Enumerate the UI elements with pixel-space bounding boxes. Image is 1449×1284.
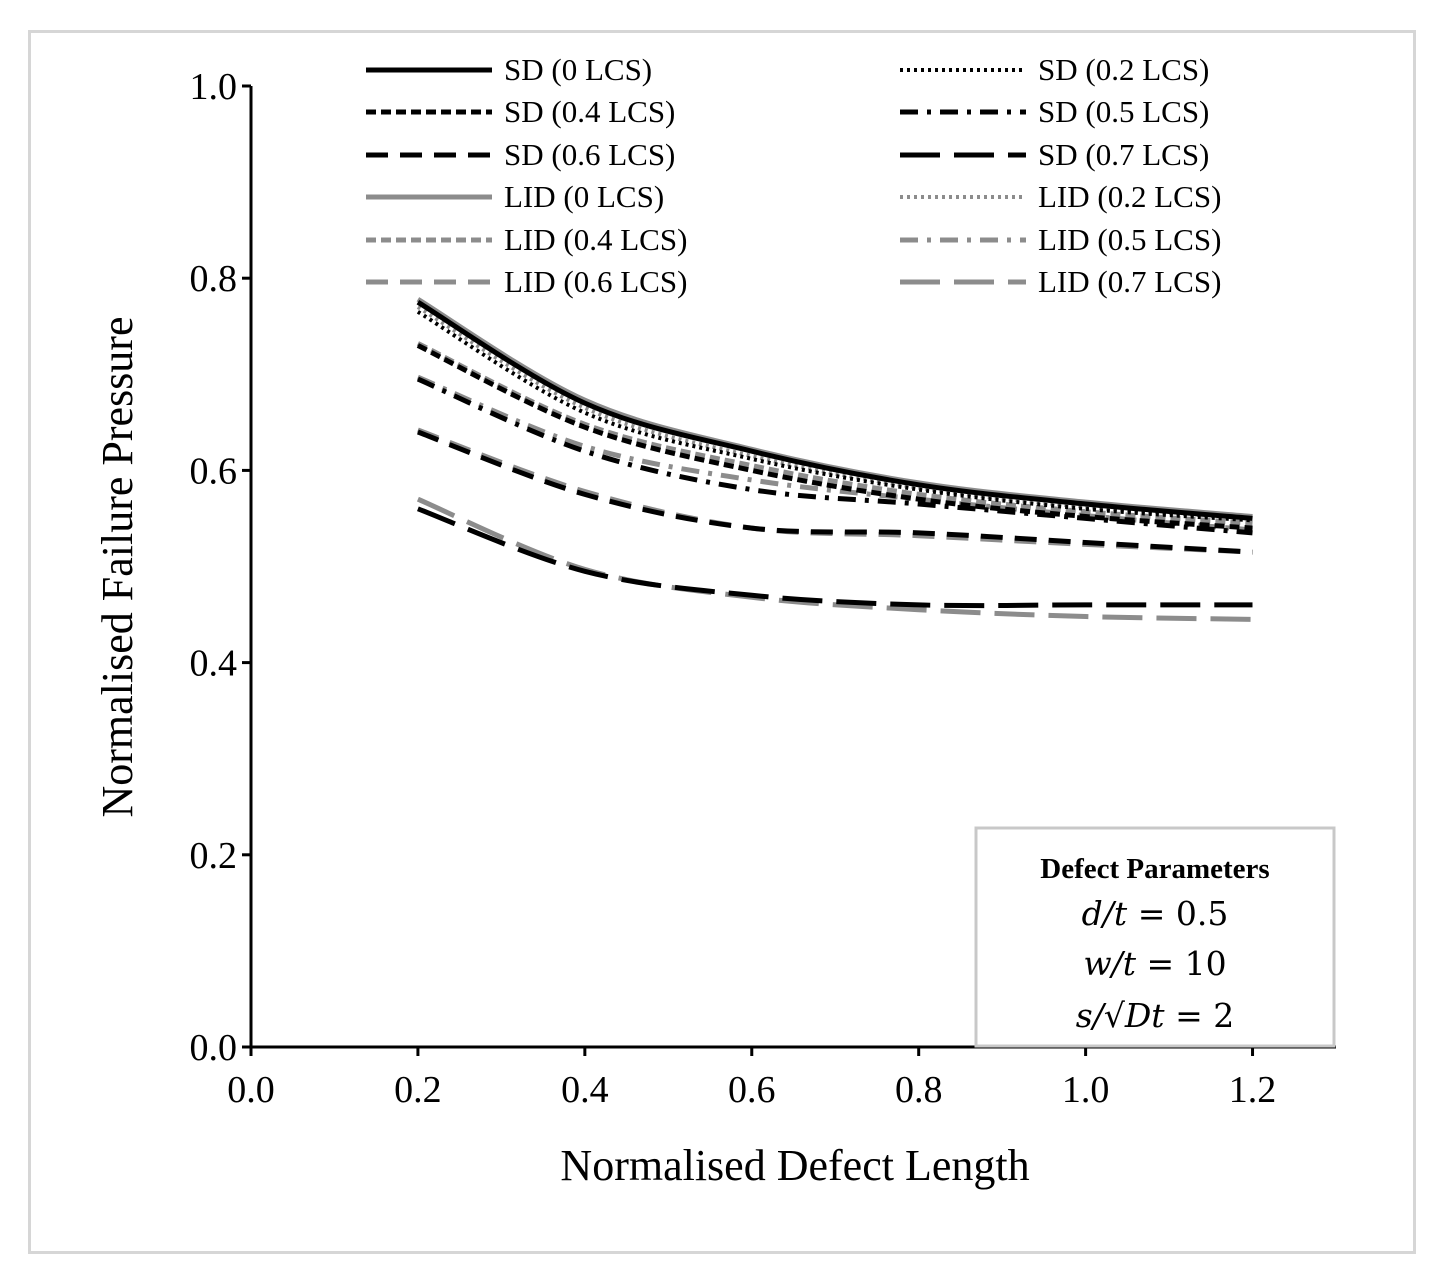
x-tick-label: 1.0: [1062, 1069, 1110, 1111]
series-layer: [416, 297, 1253, 622]
legend-item: LID (0.4 LCS): [366, 222, 687, 257]
legend-item: LID (0.2 LCS): [900, 179, 1221, 214]
legend-item: LID (0.5 LCS): [900, 222, 1221, 257]
defect-parameters-box: Defect Parameters d/t = 0.5 w/t = 10 s/√…: [974, 826, 1336, 1048]
legend-item: SD (0.5 LCS): [900, 94, 1209, 129]
legend: SD (0 LCS) SD (0.4 LCS) SD (0.6 LCS) LID (0…: [366, 52, 1221, 299]
legend-label: LID (0.5 LCS): [1038, 222, 1221, 257]
legend-item: SD (0.4 LCS): [366, 94, 675, 129]
series-line-sd-0-6-lcs: [417, 429, 1253, 555]
info-box-title: Defect Parameters: [1040, 853, 1269, 885]
legend-item: SD (0 LCS): [366, 52, 652, 87]
x-tick-label: 0.0: [227, 1069, 275, 1111]
info-line-w-t: w/t = 10: [1083, 944, 1226, 983]
info-line-s-dt-value: = 2: [1175, 996, 1234, 1035]
y-tick-label: 0.4: [190, 643, 238, 685]
legend-label: LID (0 LCS): [504, 179, 664, 214]
legend-label: LID (0.4 LCS): [504, 222, 687, 257]
legend-item: LID (0 LCS): [366, 179, 664, 214]
info-box-border: [974, 826, 1336, 1048]
series-line-sd-0-4-lcs: [416, 343, 1253, 531]
legend-item: LID (0.6 LCS): [366, 264, 687, 299]
legend-item: SD (0.7 LCS): [900, 137, 1209, 172]
y-tick-label: 0.2: [190, 835, 238, 877]
y-axis-title: Normalised Failure Pressure: [93, 317, 142, 818]
legend-label: SD (0.6 LCS): [504, 137, 675, 172]
legend-label: SD (0.2 LCS): [1038, 52, 1209, 87]
legend-label: SD (0.4 LCS): [504, 94, 675, 129]
legend-item: LID (0.7 LCS): [900, 264, 1221, 299]
info-line-s-dt-var: s/√Dt: [1076, 996, 1166, 1035]
x-axis-title: Normalised Defect Length: [560, 1141, 1029, 1190]
series-line-sd-0-2-lcs: [416, 310, 1253, 523]
info-line-d-t-var: d/t: [1082, 894, 1128, 933]
figure-frame: [28, 30, 1416, 1254]
y-tick-label: 0.8: [190, 258, 238, 300]
legend-item: SD (0.6 LCS): [366, 137, 675, 172]
info-line-d-t: d/t = 0.5: [1082, 894, 1229, 933]
legend-item: SD (0.2 LCS): [900, 52, 1209, 87]
series-line-sd-0-lcs: [416, 300, 1253, 521]
legend-label: SD (0 LCS): [504, 52, 652, 87]
legend-label: SD (0.7 LCS): [1038, 137, 1209, 172]
x-tick-label: 1.2: [1229, 1069, 1277, 1111]
legend-label: LID (0.2 LCS): [1038, 179, 1221, 214]
info-line-w-t-value: = 10: [1147, 944, 1227, 983]
x-tick-label: 0.2: [394, 1069, 442, 1111]
info-line-d-t-value: = 0.5: [1138, 894, 1229, 933]
info-line-s-dt: s/√Dt = 2: [1076, 996, 1234, 1035]
legend-label: LID (0.7 LCS): [1038, 264, 1221, 299]
info-line-w-t-var: w/t: [1083, 944, 1136, 983]
series-line-lid-0-6-lcs: [417, 427, 1253, 555]
series-line-lid-0-2-lcs: [416, 305, 1253, 521]
x-tick-label: 0.4: [561, 1069, 609, 1111]
y-tick-label: 0.0: [190, 1027, 238, 1069]
legend-label: SD (0.5 LCS): [1038, 94, 1209, 129]
x-tick-label: 0.8: [895, 1069, 943, 1111]
legend-label: LID (0.6 LCS): [504, 264, 687, 299]
y-tick-label: 1.0: [190, 66, 238, 108]
y-tick-label: 0.6: [190, 450, 238, 492]
x-tick-label: 0.6: [728, 1069, 776, 1111]
